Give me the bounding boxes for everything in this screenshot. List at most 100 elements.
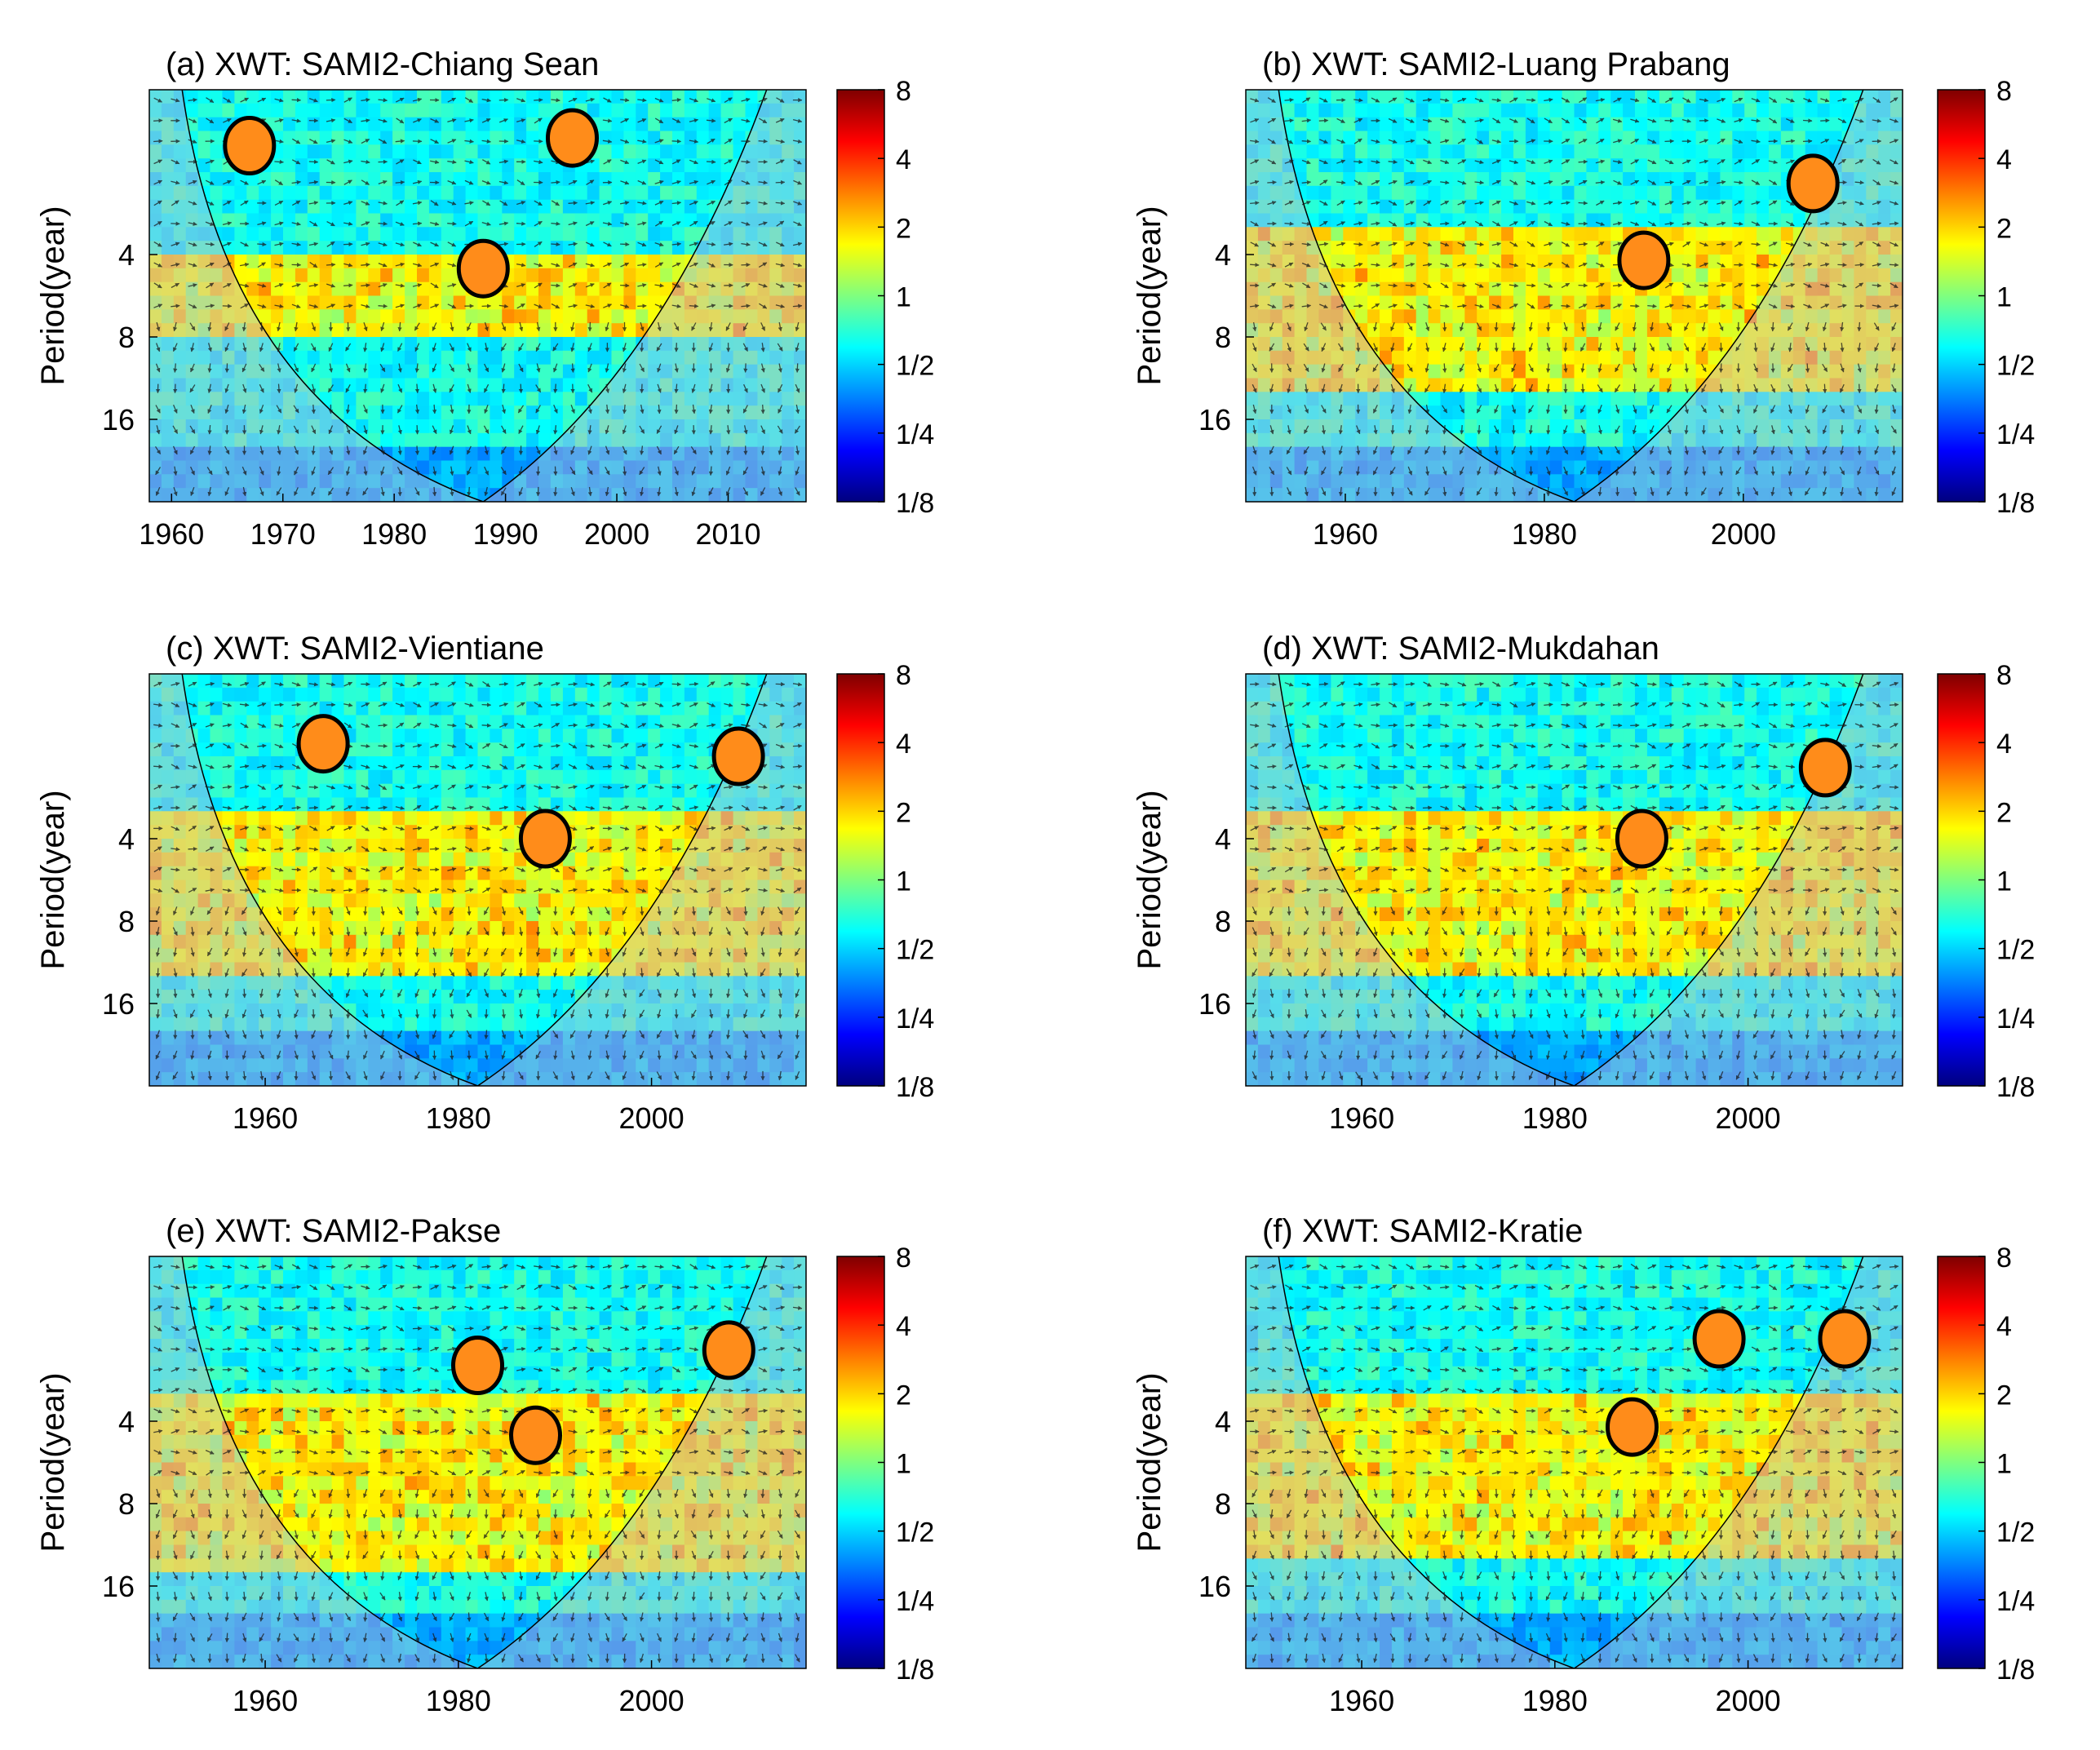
colorbar <box>836 1256 885 1669</box>
colorbar-tick-label: 1 <box>896 866 911 897</box>
coi-shading <box>1246 90 1903 502</box>
y-tick-label: 8 <box>1215 905 1231 938</box>
significance-contour <box>1692 1309 1746 1369</box>
y-tick-label: 4 <box>1215 238 1231 272</box>
colorbar-tick-label: 2 <box>1996 1380 2012 1411</box>
colorbar-tick-label: 2 <box>1996 213 2012 244</box>
colorbar-tick-label: 1/4 <box>896 1003 934 1034</box>
colorbar-tick-label: 1/8 <box>896 1072 934 1103</box>
significance-contour <box>1615 809 1668 869</box>
colorbar-tick-label: 1 <box>896 282 911 313</box>
y-tick-label: 4 <box>1215 1405 1231 1438</box>
y-axis-label: Period(year) <box>35 1372 71 1552</box>
significance-contour <box>1818 1309 1872 1369</box>
y-tick-label: 4 <box>118 822 135 856</box>
colorbar-tick-label: 1 <box>1996 1449 2012 1480</box>
y-axis-label: Period(year) <box>35 206 71 385</box>
colorbar-tick-label: 1/2 <box>1996 935 2035 966</box>
y-tick-label: 4 <box>1215 822 1231 856</box>
x-tick-label: 1960 <box>1329 1101 1394 1135</box>
colorbar-tick-label: 1/2 <box>1996 1517 2035 1548</box>
colorbar <box>1937 673 1986 1087</box>
x-tick-label: 1960 <box>1329 1684 1394 1717</box>
plot-frame <box>1245 89 1903 503</box>
power-field <box>149 674 806 1086</box>
colorbar-tick-label: 1 <box>896 1449 911 1480</box>
panel-title: (d) XWT: SAMI2-Mukdahan <box>1262 631 1659 667</box>
x-tick-label: 1980 <box>1522 1101 1588 1135</box>
x-tick-label: 1960 <box>233 1684 298 1717</box>
colorbar-tick-label: 1/2 <box>1996 351 2035 382</box>
colorbar-tick-label: 4 <box>1996 729 2012 760</box>
colorbar-tick-label: 4 <box>896 144 911 175</box>
colorbar-tick-label: 1 <box>1996 866 2012 897</box>
colorbar-tick-label: 1/8 <box>1996 488 2035 519</box>
colorbar-tick-label: 1/4 <box>1996 419 2035 450</box>
colorbar <box>836 89 885 503</box>
significance-contour <box>456 238 510 299</box>
panel-title: (b) XWT: SAMI2-Luang Prabang <box>1262 47 1730 82</box>
colorbar-tick-label: 8 <box>896 1243 911 1274</box>
panel-title: (c) XWT: SAMI2-Vientiane <box>166 631 544 667</box>
panel-c: (c) XWT: SAMI2-Vientiane 4 8 16 Period(year)… <box>35 631 934 1135</box>
significance-contour <box>702 1320 755 1380</box>
significance-contour <box>1606 1397 1659 1457</box>
colorbar-tick-label: 4 <box>896 729 911 760</box>
y-tick-label: 16 <box>1198 403 1231 436</box>
colorbar-tick-label: 2 <box>1996 797 2012 828</box>
plot-frame <box>148 1256 807 1669</box>
y-tick-label: 16 <box>1198 987 1231 1021</box>
colorbar-tick-label: 2 <box>896 1380 911 1411</box>
y-tick-label: 16 <box>102 987 135 1021</box>
y-tick-label: 16 <box>1198 1570 1231 1603</box>
x-tick-label: 2010 <box>695 517 760 551</box>
panel-f: (f) XWT: SAMI2-Kratie 4 8 16 Period(year) 196… <box>1132 1213 2035 1717</box>
colorbar-tick-label: 4 <box>896 1311 911 1342</box>
significance-contour <box>509 1405 562 1465</box>
y-tick-label: 8 <box>118 905 135 938</box>
colorbar-tick-label: 1/8 <box>896 488 934 519</box>
colorbar-tick-label: 1/4 <box>1996 1586 2035 1617</box>
y-axis-label: Period(year) <box>1132 206 1167 385</box>
colorbar-tick-label: 1/2 <box>896 935 934 966</box>
x-tick-label: 1960 <box>233 1101 298 1135</box>
significance-contour <box>711 726 765 786</box>
power-field <box>1246 90 1903 502</box>
x-tick-label: 1980 <box>1512 517 1577 551</box>
phase-arrows <box>1250 97 1899 497</box>
coi-shading <box>149 674 806 1086</box>
colorbar-tick-label: 4 <box>1996 1311 2012 1342</box>
y-tick-label: 8 <box>1215 321 1231 354</box>
panel-title: (a) XWT: SAMI2-Chiang Sean <box>166 47 599 82</box>
x-tick-label: 2000 <box>619 1684 684 1717</box>
significance-contour <box>1786 153 1840 214</box>
colorbar <box>1937 89 1986 503</box>
colorbar-tick-label: 2 <box>896 797 911 828</box>
x-tick-label: 1980 <box>361 517 427 551</box>
colorbar-tick-label: 1/2 <box>896 1517 934 1548</box>
y-tick-label: 4 <box>118 238 135 272</box>
x-tick-label: 1980 <box>1522 1684 1588 1717</box>
plot-frame <box>148 89 807 503</box>
panel-b: (b) XWT: SAMI2-Luang Prabang 4 8 16 Period(y… <box>1132 47 2035 551</box>
phase-arrows <box>153 680 803 1081</box>
significance-contour <box>546 108 599 168</box>
phase-arrows <box>153 1264 803 1664</box>
power-field <box>1246 1256 1903 1668</box>
colorbar-tick-label: 8 <box>1996 1243 2012 1274</box>
panel-title: (e) XWT: SAMI2-Pakse <box>166 1213 501 1249</box>
x-tick-label: 2000 <box>1716 1684 1781 1717</box>
x-tick-label: 1990 <box>473 517 538 551</box>
colorbar-tick-label: 8 <box>896 76 911 107</box>
x-tick-label: 2000 <box>1711 517 1776 551</box>
panel-e: (e) XWT: SAMI2-Pakse 4 8 16 Period(year) 1960… <box>35 1213 934 1717</box>
colorbar-tick-label: 1/8 <box>896 1655 934 1686</box>
colorbar-tick-label: 4 <box>1996 144 2012 175</box>
colorbar-tick-label: 1/4 <box>896 1586 934 1617</box>
colorbar-tick-label: 8 <box>896 660 911 691</box>
y-tick-label: 8 <box>118 1487 135 1521</box>
significance-contour <box>518 809 572 869</box>
coi-shading <box>149 1256 806 1668</box>
plot-frame <box>148 673 807 1087</box>
